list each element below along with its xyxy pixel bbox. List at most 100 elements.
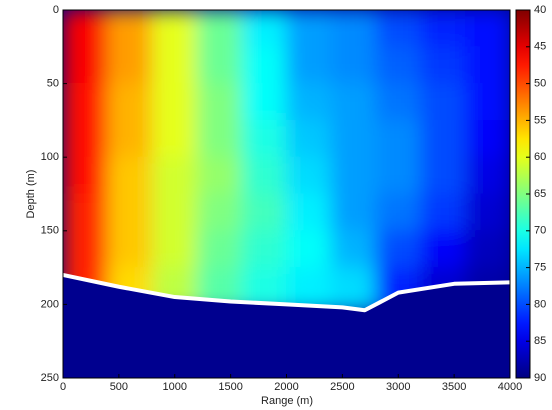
cell [464, 10, 510, 48]
cell [151, 230, 198, 269]
cell [196, 46, 243, 85]
cell [464, 156, 510, 195]
y-tick-label: 0 [53, 4, 59, 16]
y-tick-label: 150 [41, 225, 59, 237]
cell [464, 193, 510, 232]
cell [196, 83, 243, 121]
cell [151, 83, 198, 121]
cell [241, 193, 287, 232]
cell [330, 46, 377, 85]
cell [420, 156, 466, 195]
cell [63, 156, 109, 195]
cell [107, 46, 153, 85]
cell [375, 230, 422, 269]
cell [107, 83, 153, 121]
colorbar-tick-label: 90 [534, 372, 546, 384]
cell [196, 156, 243, 195]
field [63, 10, 510, 378]
cell [196, 119, 243, 158]
cell [286, 193, 332, 232]
x-tick-label: 2500 [330, 381, 354, 393]
y-tick-label: 50 [47, 78, 59, 90]
cell [330, 267, 377, 313]
cell [464, 83, 510, 121]
x-tick-label: 2000 [274, 381, 298, 393]
x-tick-label: 3000 [386, 381, 410, 393]
cell [107, 193, 153, 232]
x-tick-label: 500 [110, 381, 128, 393]
cell [151, 119, 198, 158]
cell [286, 230, 332, 269]
cell [330, 193, 377, 232]
cell [241, 156, 287, 195]
x-tick-label: 1000 [163, 381, 187, 393]
cell [420, 230, 466, 269]
x-tick-label: 0 [60, 381, 66, 393]
cell [286, 10, 332, 48]
cell [241, 119, 287, 158]
cell [464, 46, 510, 85]
cell [107, 156, 153, 195]
cell [375, 10, 422, 48]
seabed-layer [63, 273, 510, 378]
cell [63, 193, 109, 232]
cell [286, 46, 332, 85]
cell [107, 230, 153, 269]
colorbar-tick-label: 40 [534, 4, 546, 16]
cell [330, 10, 377, 48]
colorbar-tick-label: 85 [534, 335, 546, 347]
cell [330, 83, 377, 121]
cell [375, 46, 422, 85]
cell [420, 119, 466, 158]
x-tick-label: 4000 [498, 381, 522, 393]
cell [330, 119, 377, 158]
x-tick-label: 3500 [442, 381, 466, 393]
seabed-line [63, 273, 510, 313]
cell [151, 10, 198, 48]
cell [330, 230, 377, 269]
cell [375, 83, 422, 121]
colorbar-tick-label: 50 [534, 78, 546, 90]
cell [63, 46, 109, 85]
cell [286, 156, 332, 195]
cell [375, 119, 422, 158]
colorbar-tick-label: 60 [534, 151, 546, 163]
cell [286, 119, 332, 158]
cell [330, 156, 377, 195]
cell [420, 193, 466, 232]
x-tick-label: 1500 [218, 381, 242, 393]
cell [107, 10, 153, 48]
cell [464, 119, 510, 158]
y-tick-label: 250 [41, 372, 59, 384]
cell [420, 10, 466, 48]
cell [286, 83, 332, 121]
y-tick-label: 100 [41, 151, 59, 163]
cell [196, 193, 243, 232]
cell [151, 46, 198, 85]
cell [241, 230, 287, 269]
colorbar-tick-label: 55 [534, 114, 546, 126]
cell [151, 193, 198, 232]
cell [375, 156, 422, 195]
cell [375, 193, 422, 232]
cell [196, 230, 243, 269]
colorbar-tick-label: 70 [534, 225, 546, 237]
cell [420, 83, 466, 121]
y-axis-label: Depth (m) [25, 170, 37, 219]
colorbar-tick-label: 75 [534, 262, 546, 274]
colorbar-tick-label: 80 [534, 298, 546, 310]
cell [241, 10, 287, 48]
cell [420, 46, 466, 85]
x-axis-label: Range (m) [261, 395, 313, 407]
cell [107, 119, 153, 158]
seabed-mask [63, 274, 510, 378]
cell [464, 230, 510, 269]
cell [63, 10, 109, 48]
cells [63, 10, 510, 313]
cell [196, 10, 243, 48]
colorbar-tick-label: 65 [534, 188, 546, 200]
cell [241, 83, 287, 121]
cell [241, 46, 287, 85]
colorbar-tick-label: 45 [534, 41, 546, 53]
